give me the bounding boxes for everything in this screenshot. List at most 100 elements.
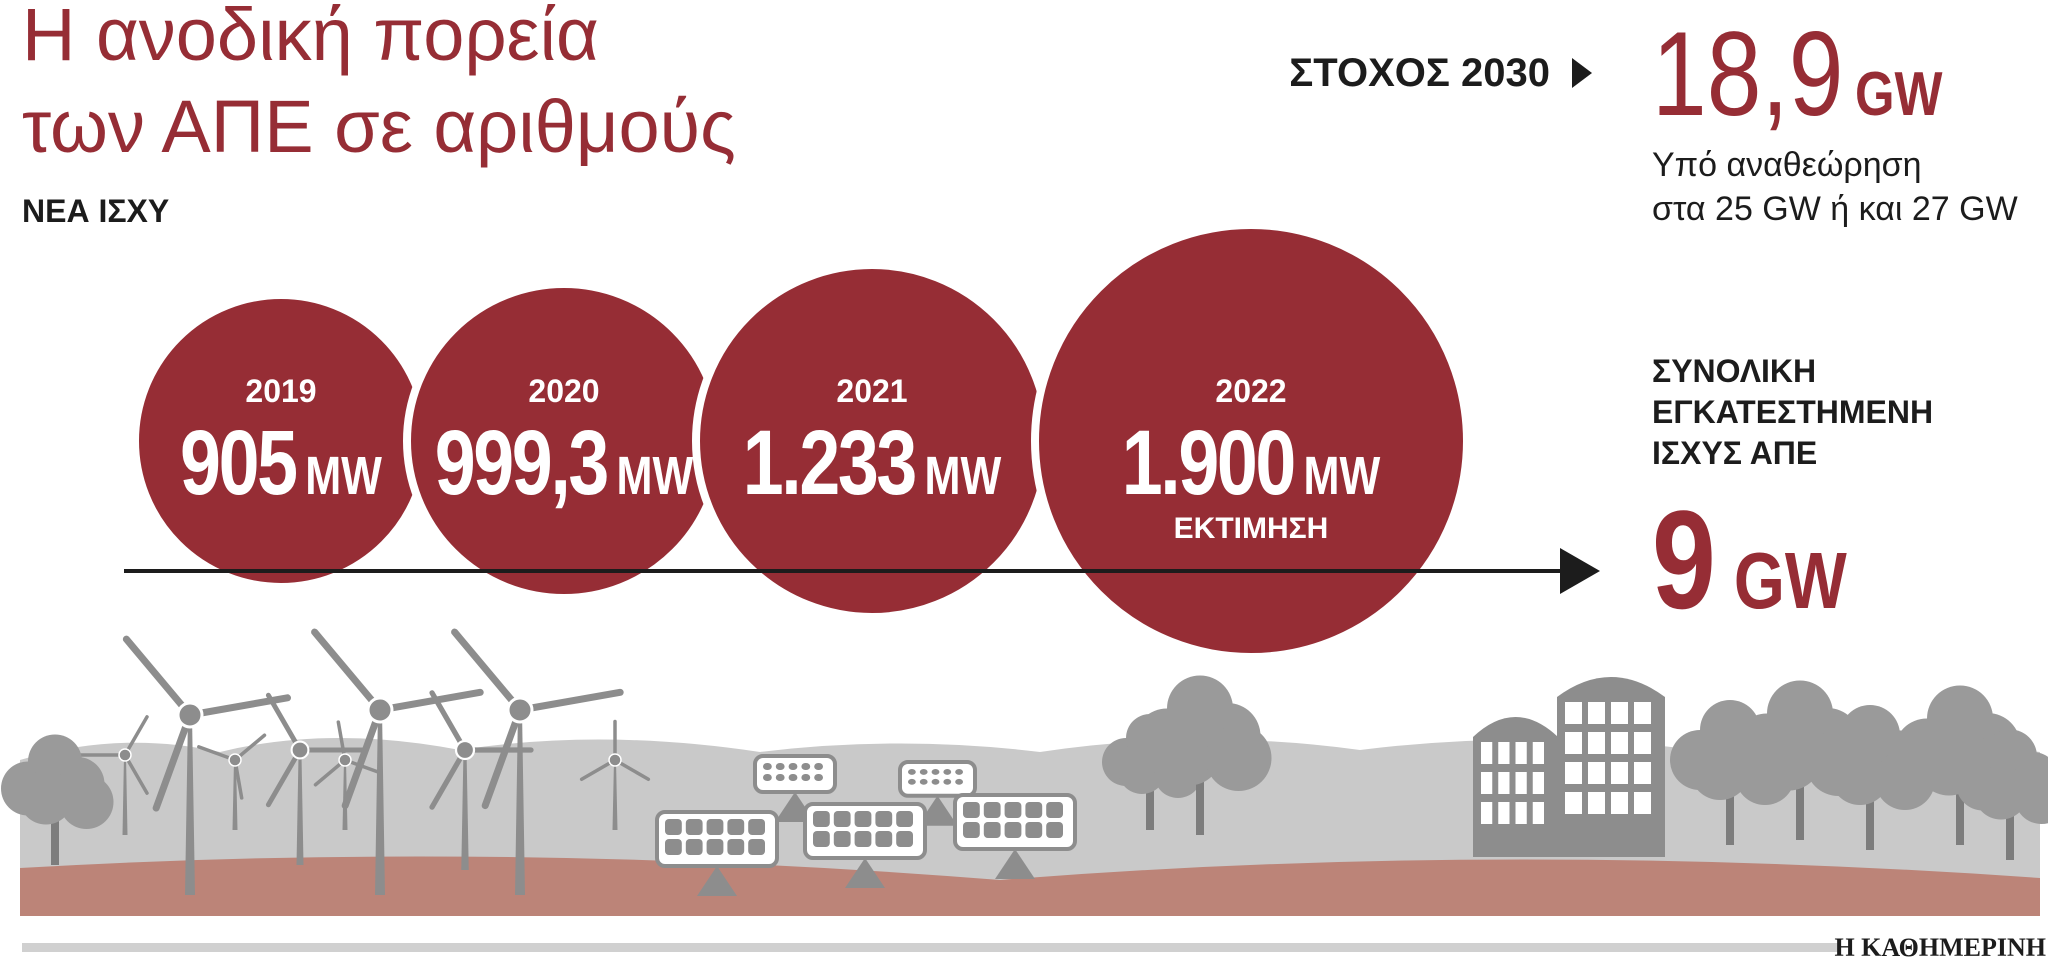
building [1557, 677, 1665, 857]
cell [665, 819, 682, 835]
total-label: ΣΥΝΟΛΙΚΗ [1652, 353, 1816, 389]
source: Η ΚΑΘΗΜΕΡΙΝΗ [1834, 933, 2046, 962]
wind-turbine [265, 692, 366, 865]
blade [429, 747, 468, 810]
tree [1956, 729, 2048, 860]
blade [122, 635, 194, 719]
hub [338, 753, 352, 767]
target-note: στα 25 GW ή και 27 GW [1652, 190, 2018, 228]
building [1473, 717, 1558, 857]
cell [854, 811, 872, 827]
blade [481, 706, 524, 810]
total-figure: 9 GW [1652, 482, 1847, 638]
value: 1.900 [1122, 411, 1294, 514]
tower [185, 715, 195, 895]
trunk [1146, 766, 1154, 830]
blade [152, 711, 194, 812]
title: Η ανοδική πορεία [22, 0, 599, 76]
cell [685, 839, 703, 855]
figure: 1.900 MW [1122, 411, 1381, 514]
blade [265, 747, 303, 808]
cell [706, 839, 724, 855]
value-text: 1.233 MW [743, 411, 1002, 514]
tower [375, 710, 385, 895]
window [1611, 762, 1628, 784]
tower [612, 760, 618, 830]
wind-turbine [79, 715, 149, 835]
cell [875, 831, 893, 847]
target-value: 18,9 GW [1652, 8, 1943, 141]
cell [955, 778, 963, 785]
blade [341, 706, 384, 810]
landscape [1, 628, 2048, 916]
cell [943, 769, 952, 775]
cell [963, 822, 980, 838]
value: 18,9 [1652, 8, 1843, 141]
window [1565, 792, 1582, 814]
unit: MW [305, 447, 382, 507]
cell [1025, 822, 1043, 838]
solar-panel [803, 802, 927, 888]
total-value: 9 GW [1652, 482, 1847, 638]
cell [813, 811, 830, 827]
hub [176, 701, 204, 729]
foliage [1205, 725, 1272, 791]
ground [20, 856, 2040, 916]
hub [228, 753, 242, 767]
cell [763, 774, 772, 781]
cell [788, 763, 798, 770]
value: 905 [180, 411, 296, 514]
year: 2022 [1215, 373, 1286, 409]
value-text: 999,3 MW [435, 411, 694, 514]
pointer [1572, 58, 1592, 88]
window [1498, 742, 1510, 764]
cell [814, 774, 823, 781]
total-label: ΙΣΧΥΣ ΑΠΕ [1652, 435, 1817, 471]
cell [908, 769, 916, 775]
unit: MW [617, 447, 694, 507]
value: 999,3 [435, 411, 607, 514]
cell [727, 819, 745, 835]
cell [1025, 802, 1043, 818]
solar-panel [655, 810, 779, 896]
blade [123, 715, 149, 757]
wind-turbine [579, 719, 651, 830]
hub [454, 739, 476, 761]
blade [376, 688, 484, 714]
wind-turbine [451, 628, 624, 895]
tree [1, 734, 114, 865]
wind-turbine [429, 690, 534, 870]
footer-rule [22, 943, 1840, 952]
trunk [2006, 788, 2014, 860]
panel-stand [697, 866, 737, 896]
cell [748, 839, 765, 855]
foliage [19, 770, 73, 825]
tower [296, 750, 304, 865]
tower [122, 755, 128, 835]
trunk [51, 793, 59, 865]
figure: 1.233 MW [743, 411, 1002, 514]
year: 2019 [245, 373, 316, 409]
note: ΕΚΤΙΜΗΣΗ [1174, 512, 1329, 545]
panel-frame [898, 760, 977, 798]
tower [232, 760, 238, 830]
blade [311, 628, 384, 714]
cell [813, 831, 830, 847]
arrow-head [1560, 548, 1600, 594]
target-note: Υπό αναθεώρηση [1652, 146, 1922, 184]
window [1515, 772, 1527, 794]
cell [685, 819, 703, 835]
wind-turbine [197, 733, 267, 830]
trunk [1866, 770, 1874, 850]
target-figure: 18,9 GW [1652, 8, 1943, 141]
foliage [1756, 724, 1822, 791]
foliage [1974, 765, 2028, 820]
window [1498, 802, 1510, 824]
cell [963, 802, 980, 818]
title: των ΑΠΕ σε αριθμούς [22, 85, 736, 168]
cell [896, 811, 913, 827]
window [1634, 732, 1651, 754]
blade [123, 753, 149, 795]
window [1532, 772, 1544, 794]
figure: 905 MW [180, 411, 383, 514]
